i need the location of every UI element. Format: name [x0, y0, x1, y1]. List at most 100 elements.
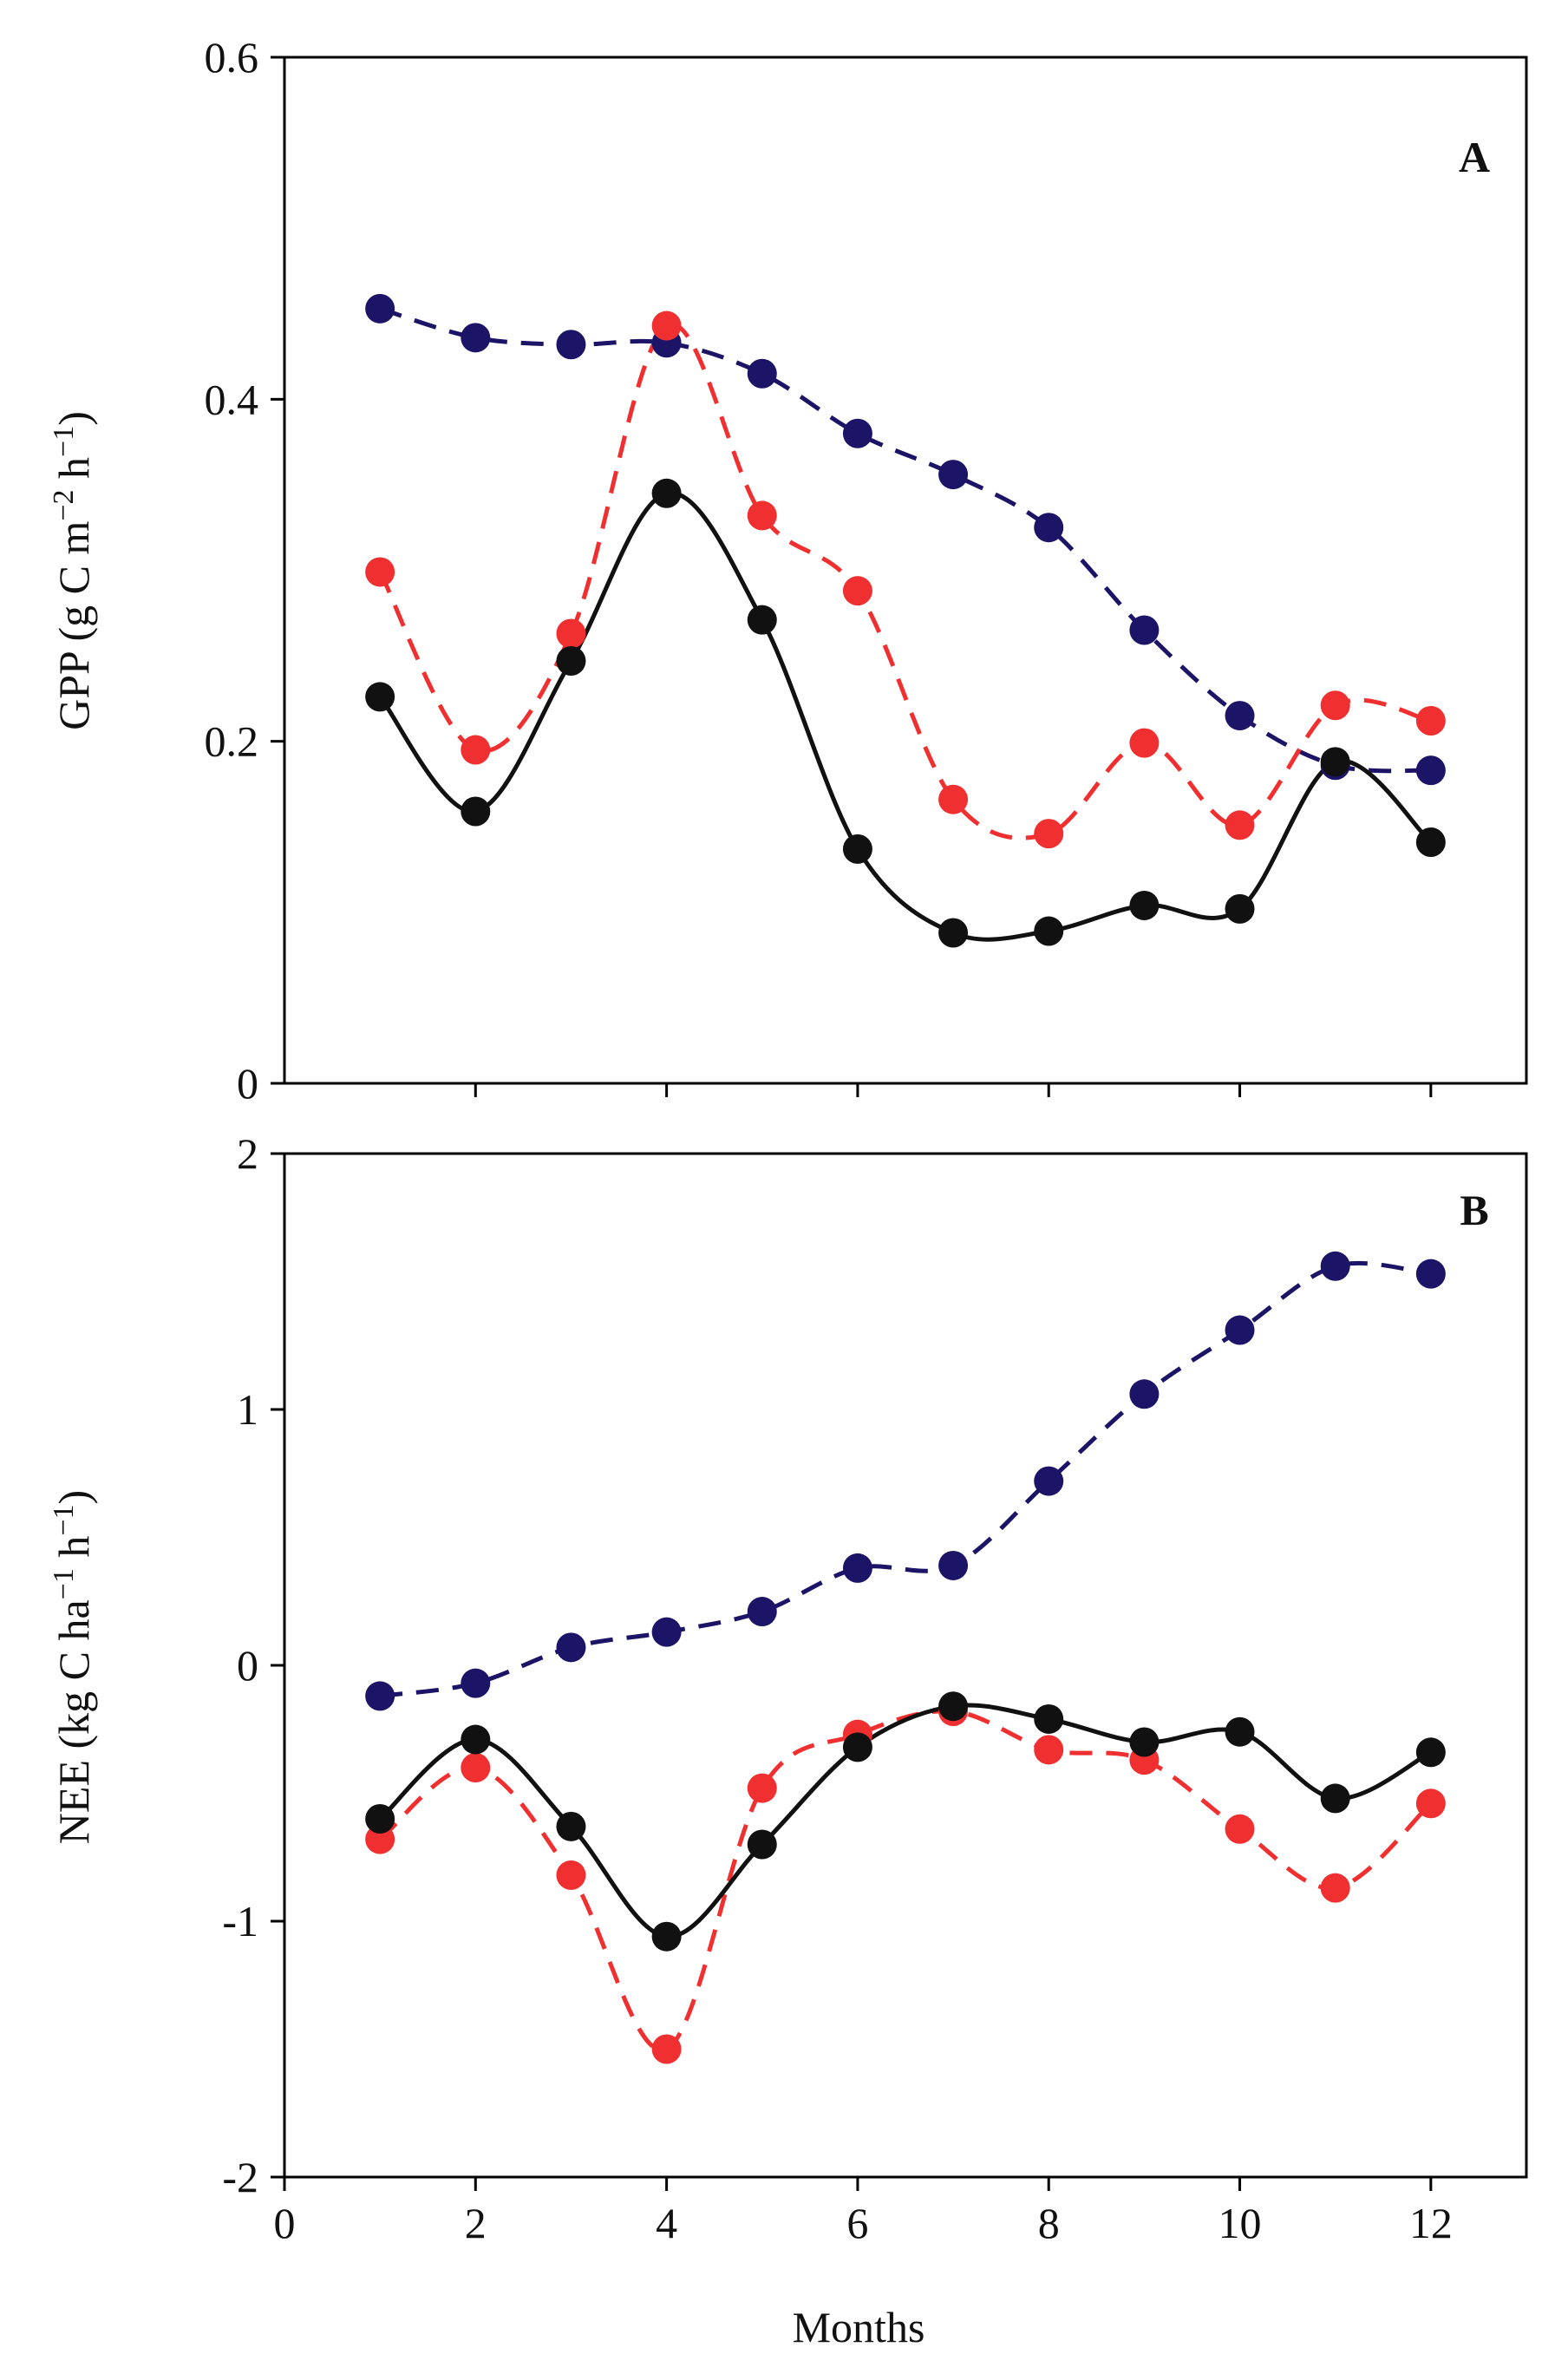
panel-a-series-red-line — [377, 322, 1432, 840]
panel-a-series-navy-point — [556, 330, 586, 360]
panel-a-series-red-point — [938, 784, 969, 814]
panel-b-x-tick-label: 2 — [465, 2199, 487, 2247]
panel-b-series-red-point — [1034, 1735, 1064, 1765]
panel-a-series-red-point — [1415, 706, 1446, 736]
panel-a-series-red-point — [1225, 810, 1255, 840]
panel-b-x-tick-label: 0 — [274, 2199, 296, 2247]
panel-a-series-black-point — [747, 605, 777, 635]
panel-a-series-navy-line — [379, 306, 1431, 774]
panel-b-y-tick-label: -1 — [222, 1897, 258, 1945]
panel-a-series-black-point — [651, 478, 682, 508]
panel-b-series-black-point — [651, 1921, 682, 1952]
panel-b-series-navy-point — [1034, 1466, 1064, 1496]
panel-a-y-ticks: 0 0.2 0.4 0.6 — [205, 33, 284, 1108]
panel-b-series-navy-point — [842, 1553, 872, 1583]
x-axis-title: Months — [793, 2303, 925, 2351]
panel-b-y-tick-label: 1 — [237, 1385, 258, 1434]
panel-a-series-black-point — [1225, 893, 1255, 924]
panel-a-series-navy-point — [365, 293, 395, 324]
panel-b-series-red-point — [461, 1753, 491, 1782]
panel-a-frame — [283, 56, 1528, 1085]
panel-a: 0 0.2 0.4 0.6 A GPP (g C m−2 h−1) — [48, 33, 1528, 1108]
panel-b-series-black-point — [1415, 1737, 1446, 1768]
panel-b-series-red-point — [1225, 1814, 1255, 1844]
panel-a-series-navy-point — [938, 460, 969, 490]
panel-a-series — [365, 293, 1446, 948]
panel-b-series-navy-point — [651, 1617, 682, 1647]
panel-b-series-black-point — [1034, 1703, 1064, 1734]
panel-a-series-black-point — [1320, 747, 1350, 777]
panel-a-series-navy-point — [1415, 755, 1446, 786]
panel-a-series-navy-point — [1225, 701, 1255, 731]
panel-a-series-red-point — [747, 500, 777, 531]
panel-b-series-red-point — [651, 2034, 682, 2064]
panel-a-series-black-point — [1034, 916, 1064, 946]
panel-a-series-red-point — [842, 576, 872, 606]
panel-b-series-red-point — [556, 1860, 586, 1890]
panel-a-y-axis-title: GPP (g C m−2 h−1) — [48, 411, 98, 730]
panel-a-series-black-point — [461, 796, 491, 827]
panel-b-series-black-point — [938, 1691, 969, 1722]
panel-a-series-navy-point — [461, 323, 491, 353]
panel-a-series-red-point — [1034, 819, 1064, 849]
panel-b-x-tick-label: 4 — [656, 2199, 677, 2247]
panel-a-series-red-point — [1320, 690, 1350, 721]
panel-b-x-tick-label: 6 — [846, 2199, 868, 2247]
panel-b-x-tick-label: 10 — [1218, 2199, 1262, 2247]
panel-a-y-tick-label: 0.4 — [205, 375, 259, 423]
panel-b-x-tick-label: 12 — [1409, 2199, 1453, 2247]
panel-b-series-navy-point — [1129, 1379, 1160, 1409]
panel-a-y-tick-label: 0.6 — [205, 33, 259, 82]
panel-b-label: B — [1460, 1186, 1488, 1234]
panel-b-series-navy-point — [556, 1632, 586, 1663]
panel-a-series-black-point — [556, 645, 586, 676]
panel-b-series-navy-point — [365, 1681, 395, 1711]
panel-b-x-ticks: 0 2 4 6 8 10 12 — [274, 2177, 1453, 2247]
panel-b-y-tick-label: 0 — [237, 1641, 258, 1690]
panel-b-series-black-point — [1320, 1783, 1350, 1814]
panel-a-series-black-point — [365, 682, 395, 712]
panel-a-series-red-point — [365, 557, 395, 587]
panel-b-series — [365, 1251, 1446, 2064]
panel-b-y-ticks: -2 -1 0 1 2 — [222, 1129, 284, 2201]
panel-a-series-black-point — [938, 918, 969, 948]
panel-b-series-red-point — [365, 1824, 395, 1854]
panel-a-series-black-point — [1129, 890, 1160, 920]
panel-a-series-black-line — [378, 490, 1433, 942]
panel-a-series-navy-point — [747, 358, 777, 389]
panel-b-series-black-point — [747, 1829, 777, 1860]
panel-b-frame — [283, 1152, 1528, 2179]
panel-a-label: A — [1459, 133, 1490, 181]
panel-b-series-black-point — [1129, 1727, 1160, 1757]
panel-a-y-tick-label: 0 — [237, 1059, 258, 1108]
panel-b-series-black-point — [556, 1811, 586, 1841]
panel-b-series-navy-point — [1225, 1315, 1255, 1345]
panel-a-y-tick-label: 0.2 — [205, 717, 259, 766]
panel-b-series-red-line — [378, 1709, 1433, 2053]
panel-b-series-navy-line — [379, 1261, 1432, 1698]
panel-b-y-tick-label: -2 — [222, 2153, 258, 2201]
panel-b-series-navy-point — [1415, 1259, 1446, 1289]
panel-a-series-navy-point — [1034, 513, 1064, 543]
panel-b-series-navy-point — [1320, 1251, 1350, 1281]
panel-a-series-navy-point — [842, 418, 872, 448]
panel-a-series-navy-point — [1129, 615, 1160, 645]
panel-b-series-navy-point — [747, 1597, 777, 1627]
panel-b-y-tick-label: 2 — [237, 1129, 258, 1178]
panel-a-series-red-point — [1129, 728, 1160, 758]
panel-b-series-black-point — [842, 1732, 872, 1762]
panel-b-x-tick-label: 8 — [1038, 2199, 1060, 2247]
panel-b-series-navy-point — [461, 1668, 491, 1698]
panel-b-series-black-point — [1225, 1716, 1255, 1747]
panel-a-series-black-point — [1415, 827, 1446, 857]
panel-a-series-red-point — [461, 735, 491, 765]
panel-b-series-red-point — [747, 1773, 777, 1803]
panel-b-series-black-point — [461, 1724, 491, 1755]
panel-b-y-axis-title: NEE (kg C ha−1 h−1) — [48, 1490, 98, 1844]
panel-b-series-red-point — [1415, 1788, 1446, 1819]
panel-b-series-black-line — [378, 1703, 1432, 1939]
panel-b-series-black-point — [365, 1804, 395, 1834]
panel-b-series-red-point — [1320, 1873, 1350, 1903]
